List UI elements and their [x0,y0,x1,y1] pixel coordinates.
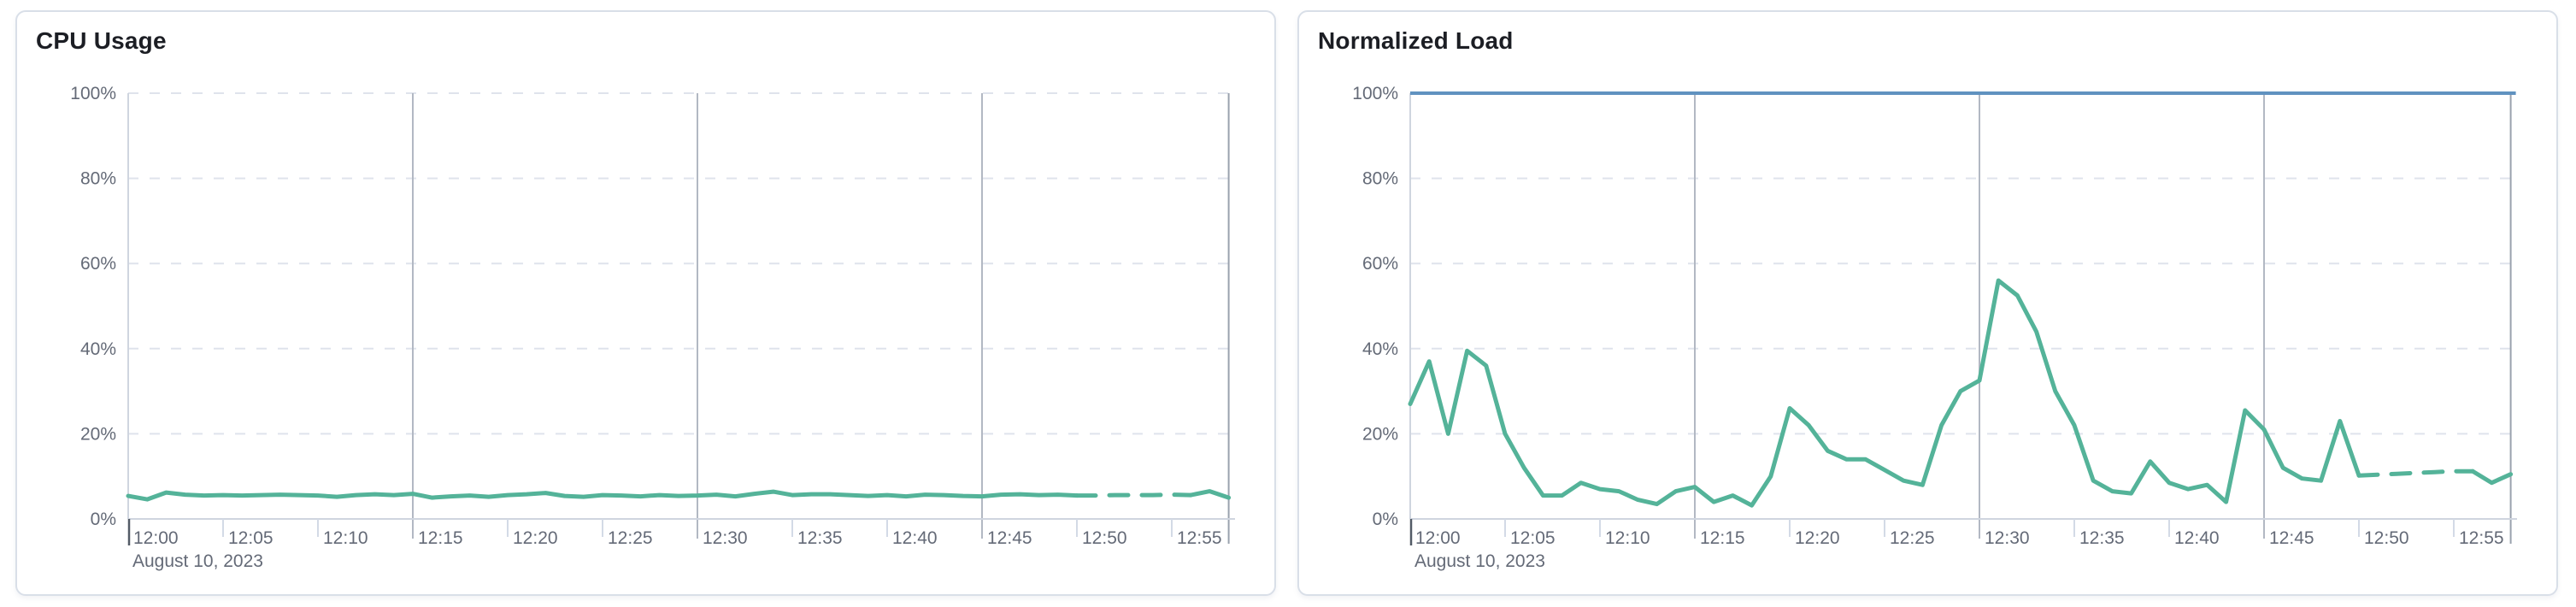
y-axis-tick-label: 80% [80,169,116,189]
x-axis-tick-label: 12:05 [1510,528,1556,548]
panel-title: Normalized Load [1318,27,1514,54]
x-axis-tick-label: 12:00 [1415,528,1461,548]
normalized-load-chart-canvas[interactable]: 0% 20% 40% 60% 80% 100% 12:00 12:05 12:10 12:15 12… [1299,55,2522,589]
x-axis-tick-label: 12:25 [608,528,653,548]
cpu-usage-chart-canvas[interactable]: 0% 20% 40% 60% 80% 100% 12:00 12:05 12:10 12:15 12… [17,55,1240,589]
y-axis-tick-label: 60% [80,254,116,274]
series-line-solid [1408,278,2361,508]
x-axis-tick-label: 12:15 [418,528,463,548]
x-axis-tick-label: 12:20 [513,528,558,548]
x-axis-date-label: August 10, 2023 [1414,551,1545,571]
x-axis-tick-label: 12:30 [1985,528,2030,548]
x-axis-tick-label: 12:35 [2079,528,2125,548]
x-axis-tick-label: 12:40 [2174,528,2220,548]
x-axis-tick-label: 12:30 [703,528,748,548]
x-axis-tick-label: 12:25 [1890,528,1935,548]
x-axis-tick-label: 12:15 [1700,528,1745,548]
cpu-usage-panel: CPU Usage 0% 20% 40% 60% 80% 100% 12:00 12:05 12… [15,10,1276,596]
x-axis-tick-label: 12:45 [2269,528,2314,548]
y-axis-tick-label: 40% [1362,339,1398,359]
series-line-solid [2470,469,2514,486]
y-axis-tick-label: 20% [80,424,116,444]
y-axis-tick-label: 40% [80,339,116,359]
series-line-dashed [1074,492,1193,498]
x-axis-date-label: August 10, 2023 [132,551,263,571]
x-axis-tick-label: 12:55 [2459,528,2504,548]
y-axis-tick-label: 60% [1362,254,1398,274]
y-axis-tick-label: 0% [91,510,116,529]
series-line-dashed [2356,469,2475,478]
series-line-solid [1188,489,1232,500]
x-axis-tick-label: 12:10 [1605,528,1650,548]
y-axis-tick-label: 80% [1362,169,1398,189]
series-line-solid [126,489,1079,502]
x-axis-tick-label: 12:55 [1177,528,1222,548]
x-axis-tick-label: 12:10 [323,528,368,548]
x-axis-tick-label: 12:50 [1082,528,1127,548]
normalized-load-panel: Normalized Load 0% 20% 40% 60% 80% 100% 12:00 1… [1297,10,2558,596]
y-axis-tick-label: 20% [1362,424,1398,444]
x-axis-tick-label: 12:00 [133,528,179,548]
panel-title: CPU Usage [36,27,167,54]
x-axis-tick-label: 12:05 [228,528,273,548]
x-axis-tick-label: 12:45 [987,528,1032,548]
y-axis-tick-label: 100% [70,84,116,103]
x-axis-tick-label: 12:35 [797,528,843,548]
y-axis-tick-label: 100% [1352,84,1398,103]
x-axis-tick-label: 12:20 [1795,528,1840,548]
y-axis-tick-label: 0% [1373,510,1398,529]
x-axis-tick-label: 12:40 [892,528,938,548]
x-axis-tick-label: 12:50 [2364,528,2409,548]
